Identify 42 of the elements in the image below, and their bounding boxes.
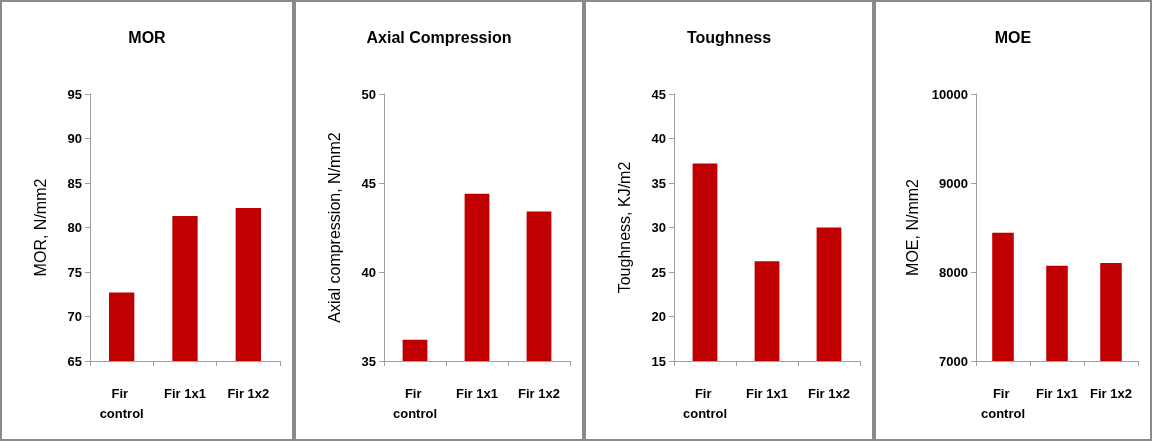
chart-title: MOR xyxy=(128,28,167,46)
y-axis-title: Axial compression, N/mm2 xyxy=(325,132,343,323)
y-tick-label: 40 xyxy=(651,131,666,146)
y-tick-label: 9000 xyxy=(939,175,968,191)
x-tick-label: Fir 1x2 xyxy=(808,385,850,401)
x-tick-label: Fir 1x1 xyxy=(746,385,788,401)
x-tick-label: Fir control xyxy=(99,385,144,421)
y-axis-title: Toughness, KJ/m2 xyxy=(615,161,633,294)
y-tick-label: 65 xyxy=(67,353,82,369)
x-tick-label: Fir control xyxy=(980,385,1026,421)
x-tick-label: Fir 1x2 xyxy=(1090,385,1132,401)
y-tick-label: 75 xyxy=(67,264,82,280)
y-axis-title: MOR, N/mm2 xyxy=(31,178,49,277)
y-tick-label: 70 xyxy=(67,309,82,324)
y-tick-label: 8000 xyxy=(939,264,968,280)
y-tick-label: 45 xyxy=(361,175,376,191)
y-tick-label: 95 xyxy=(67,86,82,102)
x-tick-label: Fir 1x2 xyxy=(518,385,560,401)
y-tick-label: 80 xyxy=(67,220,82,235)
y-tick-label: 45 xyxy=(651,86,666,102)
x-tick-label: Fir 1x2 xyxy=(227,385,270,401)
y-tick-label: 85 xyxy=(67,175,82,191)
y-tick-label: 40 xyxy=(361,264,376,280)
y-tick-label: 30 xyxy=(651,220,666,235)
y-tick-label: 15 xyxy=(651,353,666,369)
y-tick-label: 90 xyxy=(67,131,82,146)
x-tick-label: Fir control xyxy=(392,385,438,421)
y-tick-label: 7000 xyxy=(939,353,968,369)
x-tick-label: Fir control xyxy=(682,385,728,421)
y-tick-label: 50 xyxy=(361,86,376,102)
y-tick-label: 20 xyxy=(651,309,666,324)
chart-title: Axial Compression xyxy=(366,28,512,46)
y-tick-label: 35 xyxy=(361,353,376,369)
y-tick-label: 35 xyxy=(651,175,666,191)
chart-title: MOE xyxy=(994,28,1032,46)
y-axis-title: MOE, N/mm2 xyxy=(904,178,922,276)
x-tick-label: Fir 1x1 xyxy=(164,385,206,401)
x-tick-label: Fir 1x1 xyxy=(456,385,498,401)
y-tick-label: 25 xyxy=(651,264,666,280)
x-tick-label: Fir 1x1 xyxy=(1036,385,1078,401)
y-tick-label: 10000 xyxy=(931,86,968,102)
chart-title: Toughness xyxy=(686,28,772,46)
